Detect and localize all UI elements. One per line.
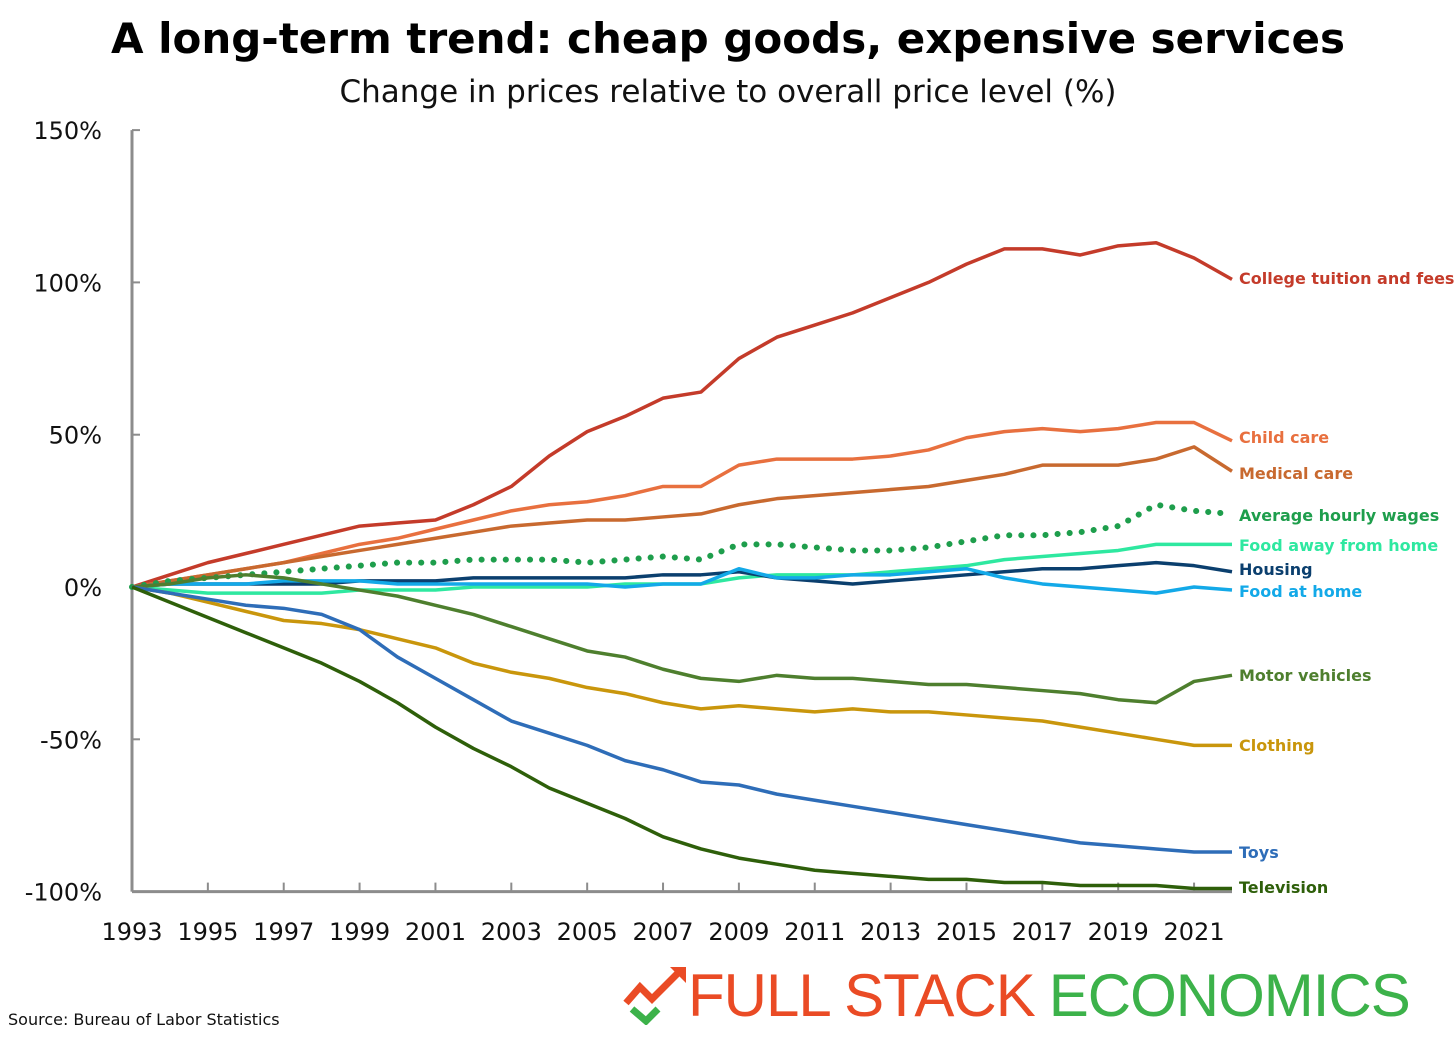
- series-line-child-care: [131, 420, 1233, 589]
- series-label-child-care: Child care: [1239, 428, 1329, 447]
- series-line-food-at-home: [131, 566, 1233, 595]
- series-line-clothing: [131, 585, 1232, 748]
- x-tick-label: 1999: [329, 918, 390, 946]
- y-tick-label: 0%: [64, 574, 102, 602]
- y-tick-label: -50%: [40, 726, 102, 754]
- x-tick-label: 2003: [481, 918, 542, 946]
- series-label-motor-vehicles: Motor vehicles: [1239, 666, 1372, 685]
- y-tick-label: -100%: [25, 879, 102, 907]
- x-tick-label: 1997: [253, 918, 314, 946]
- series-label-average-hourly-wages: Average hourly wages: [1239, 506, 1439, 525]
- series-label-television: Television: [1239, 878, 1328, 897]
- series-line-average-hourly-wages: [129, 501, 1235, 590]
- x-tick-label: 2021: [1164, 918, 1225, 946]
- logo-word-full-stack: FULL STACK: [688, 961, 1036, 1029]
- series-label-clothing: Clothing: [1239, 736, 1315, 755]
- full-stack-economics-logo: FULL STACK ECONOMICS: [622, 960, 1411, 1030]
- x-tick-label: 2015: [936, 918, 997, 946]
- series-line-motor-vehicles: [131, 573, 1233, 705]
- x-tick-label: 2005: [557, 918, 618, 946]
- source-note: Source: Bureau of Labor Statistics: [8, 1010, 280, 1029]
- series-line-television: [131, 585, 1232, 891]
- x-tick-label: 1993: [101, 918, 162, 946]
- logo-word-economics: ECONOMICS: [1048, 961, 1411, 1029]
- series-label-food-away-from-home: Food away from home: [1239, 536, 1438, 555]
- series-label-toys: Toys: [1239, 843, 1279, 862]
- chart-title: A long-term trend: cheap goods, expensiv…: [110, 14, 1346, 63]
- x-tick-label: 2009: [708, 918, 769, 946]
- x-tick-label: 2013: [860, 918, 921, 946]
- x-tick-label: 2017: [1012, 918, 1073, 946]
- series-line-college-tuition-and-fees: [131, 241, 1233, 589]
- series-line-toys: [131, 585, 1232, 854]
- x-tick-label: 2011: [784, 918, 845, 946]
- series-label-housing: Housing: [1239, 560, 1313, 579]
- x-tick-label: 2001: [405, 918, 466, 946]
- y-tick-label: 100%: [33, 269, 102, 297]
- series-label-food-at-home: Food at home: [1239, 582, 1362, 601]
- series-label-college-tuition-and-fees: College tuition and fees: [1239, 269, 1454, 288]
- y-tick-label: 150%: [33, 117, 102, 145]
- series-label-medical-care: Medical care: [1239, 464, 1353, 483]
- y-tick-label: 50%: [49, 422, 102, 450]
- chart-subtitle: Change in prices relative to overall pri…: [339, 74, 1117, 110]
- x-tick-label: 2007: [632, 918, 693, 946]
- trend-arrow-icon: [623, 967, 686, 1025]
- x-tick-label: 1995: [177, 918, 238, 946]
- series-line-medical-care: [131, 445, 1233, 589]
- x-tick-label: 2019: [1088, 918, 1149, 946]
